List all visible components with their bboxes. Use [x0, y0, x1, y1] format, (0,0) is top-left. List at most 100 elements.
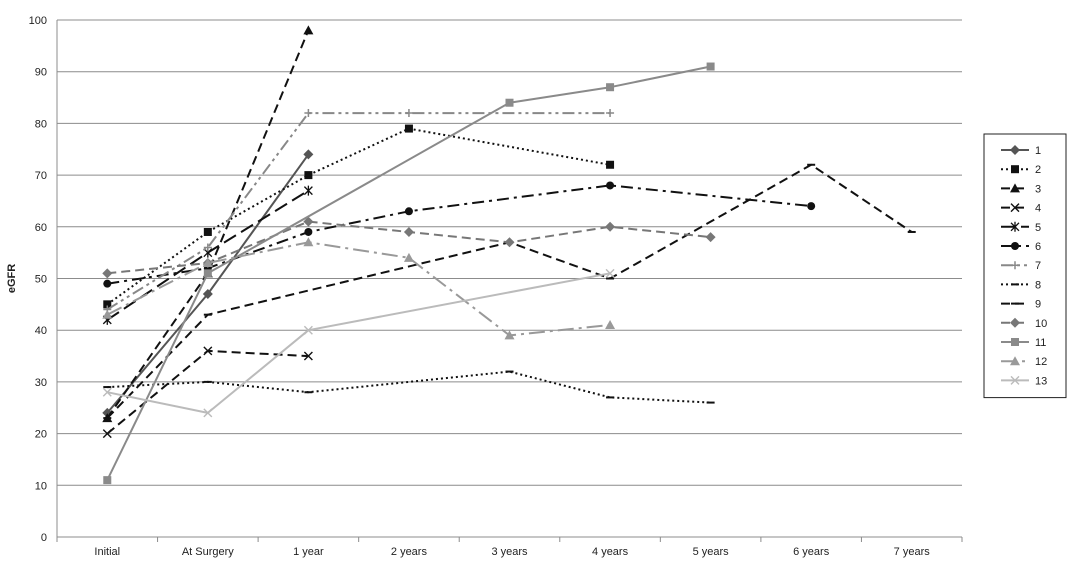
data-point: [304, 227, 313, 236]
data-point: [303, 325, 313, 335]
data-point: [404, 124, 413, 133]
data-point: [505, 98, 514, 107]
y-tick-label: 20: [35, 429, 47, 441]
legend-label: 1: [1035, 145, 1041, 157]
legend-marker: [1011, 165, 1019, 174]
legend-marker: [1010, 375, 1020, 385]
x-tick-label: 7 years: [894, 546, 931, 558]
data-point: [102, 268, 113, 279]
x-tick-label: 3 years: [491, 546, 528, 558]
series-lines: [102, 25, 916, 485]
data-point: [102, 309, 113, 319]
data-point: [403, 252, 414, 262]
y-tick-label: 60: [35, 222, 47, 234]
series-line: [106, 163, 913, 419]
legend-label: 7: [1035, 260, 1041, 272]
legend-entry: 6: [1001, 241, 1041, 253]
data-point: [203, 269, 212, 278]
legend-entry: 7: [1001, 260, 1041, 272]
x-tick-label: 5 years: [693, 546, 730, 558]
data-point: [304, 171, 313, 180]
series-2: [103, 124, 615, 309]
legend-entry: 1: [1001, 145, 1041, 157]
series-5: [102, 185, 313, 325]
data-point: [705, 232, 716, 243]
legend-marker: [1011, 261, 1019, 270]
legend-label: 9: [1035, 299, 1041, 311]
legend-entry: 11: [1001, 337, 1046, 349]
y-tick-label: 10: [35, 480, 47, 492]
y-axis-title: eGFR: [6, 264, 18, 293]
data-point: [605, 320, 616, 330]
legend-entry: 3: [1001, 183, 1041, 195]
legend-marker: [1011, 242, 1019, 250]
data-point: [203, 346, 213, 356]
series-line: [106, 241, 611, 337]
x-tick-label: 2 years: [391, 546, 428, 558]
legend-marker: [1011, 338, 1019, 346]
legend-entry: 13: [1001, 375, 1047, 387]
legend-marker: [1010, 183, 1020, 193]
legend-marker: [1010, 356, 1020, 366]
series-7: [103, 109, 615, 314]
data-point: [303, 25, 314, 35]
data-point: [403, 226, 414, 237]
data-point: [203, 243, 212, 252]
series-4: [102, 346, 313, 439]
data-point: [303, 216, 314, 227]
series-line: [106, 29, 310, 419]
data-point: [606, 83, 615, 92]
data-point: [202, 289, 213, 300]
gridlines: [57, 19, 962, 538]
data-point: [303, 149, 314, 160]
legend-entry: 2: [1001, 164, 1041, 176]
y-tick-label: 30: [35, 377, 47, 389]
legend-label: 5: [1035, 222, 1041, 234]
data-point: [606, 160, 615, 169]
data-point: [706, 62, 715, 71]
x-tick-label: Initial: [94, 546, 120, 558]
y-tick-label: 90: [35, 67, 47, 79]
data-point: [303, 237, 314, 247]
legend-entry: 10: [1001, 317, 1047, 330]
data-point: [103, 300, 112, 309]
series-12: [102, 237, 616, 340]
legend-marker: [1010, 145, 1020, 155]
series-line: [107, 184, 812, 285]
data-point: [404, 207, 413, 216]
data-point: [404, 109, 413, 118]
data-point: [303, 351, 313, 361]
series-11: [103, 62, 715, 485]
x-tick-label: At Surgery: [182, 546, 234, 558]
legend-label: 6: [1035, 241, 1041, 253]
legend-label: 10: [1035, 318, 1047, 330]
legend-label: 8: [1035, 279, 1041, 291]
data-point: [807, 202, 816, 211]
y-tick-label: 80: [35, 118, 47, 130]
legend-label: 11: [1035, 337, 1046, 349]
y-tick-label: 0: [41, 532, 47, 544]
series-13: [102, 268, 615, 418]
series-line: [106, 112, 611, 311]
series-line: [107, 272, 611, 414]
legend-entry: 8: [1001, 279, 1041, 291]
x-tick-label: 6 years: [793, 546, 830, 558]
data-point: [103, 279, 112, 288]
legend-marker: [1010, 317, 1020, 328]
data-point: [606, 109, 615, 118]
y-tick-label: 50: [35, 274, 47, 286]
data-point: [303, 185, 313, 196]
legend-entry: 5: [1001, 221, 1041, 234]
data-point: [605, 268, 615, 278]
series-line: [106, 349, 309, 435]
data-point: [606, 181, 615, 190]
legend-marker: [1010, 203, 1020, 213]
data-point: [103, 476, 112, 485]
data-point: [102, 429, 112, 439]
series-line: [107, 370, 711, 404]
legend-label: 3: [1035, 183, 1041, 195]
data-point: [504, 330, 515, 340]
x-tick-label: 4 years: [592, 546, 629, 558]
